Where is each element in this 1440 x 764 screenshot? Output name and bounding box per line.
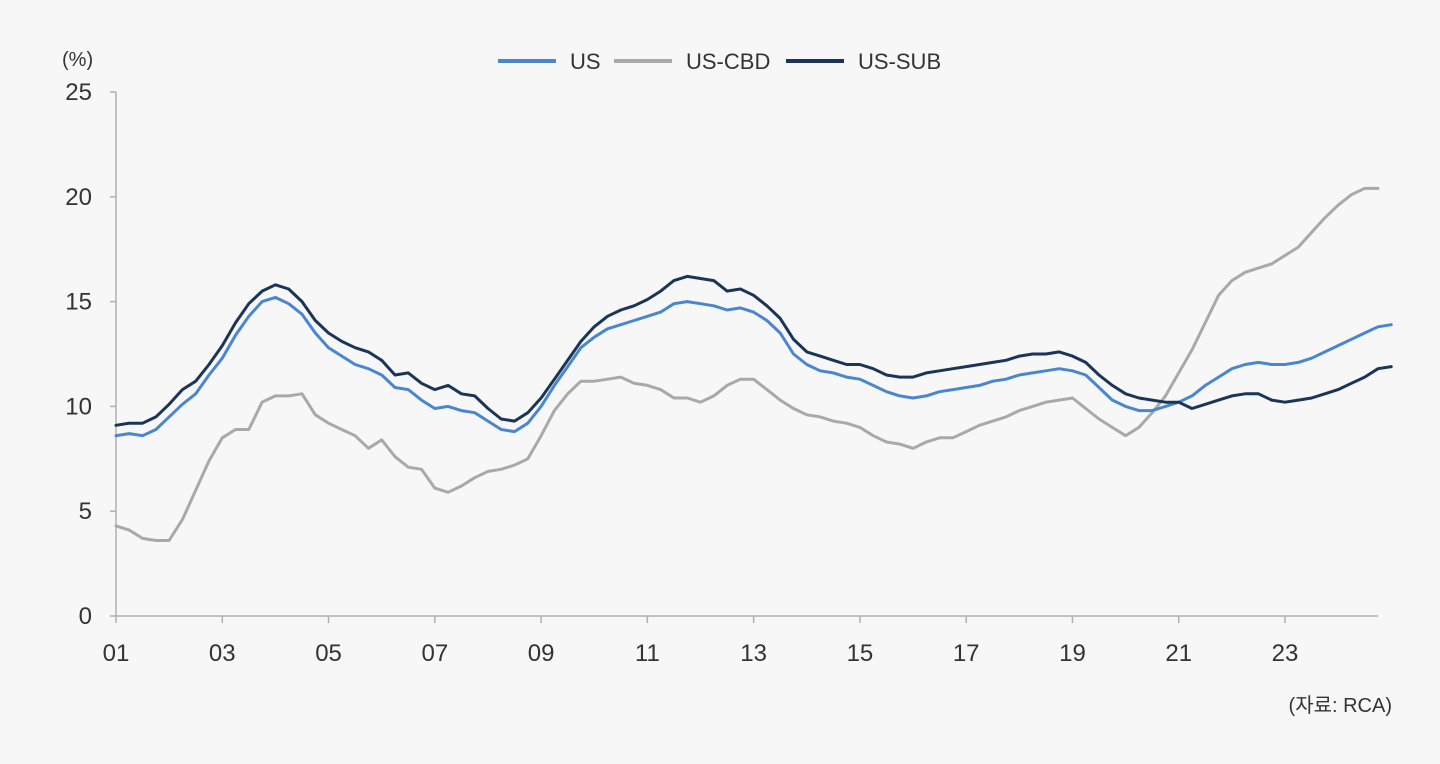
y-tick-label: 20: [65, 184, 92, 211]
x-tick-label: 23: [1272, 640, 1299, 667]
source-note: (자료: RCA): [1289, 694, 1392, 717]
legend: US US-CBD US-SUB: [498, 49, 941, 74]
x-tick-label: 21: [1165, 640, 1192, 667]
x-tick-label: 09: [528, 640, 555, 667]
x-tick-label: 19: [1059, 640, 1086, 667]
x-tick-label: 13: [740, 640, 767, 667]
y-tick-label: 5: [79, 498, 92, 525]
y-tick-label: 0: [79, 603, 92, 630]
x-axis: 01 03 05 07 09 11 13 15 17 19 21 23: [103, 615, 1378, 667]
y-unit-label: (%): [62, 49, 93, 71]
x-tick-label: 11: [635, 640, 660, 667]
x-tick-label: 01: [103, 640, 130, 667]
x-tick-label: 05: [315, 640, 342, 667]
series-layer: [114, 186, 1393, 542]
x-tick-label: 07: [421, 640, 448, 667]
y-tick-label: 15: [65, 289, 92, 316]
legend-item-us-sub: US-SUB: [786, 49, 941, 74]
series-line-us: [114, 295, 1393, 438]
series-line-us-sub: [114, 274, 1393, 427]
legend-label: US: [570, 49, 601, 74]
legend-item-us-cbd: US-CBD: [614, 49, 770, 74]
y-tick-label: 10: [65, 393, 92, 420]
y-tick-label: 25: [65, 79, 92, 106]
x-tick-label: 03: [209, 640, 236, 667]
series-line-us-cbd: [114, 186, 1380, 542]
legend-item-us: US: [498, 49, 601, 74]
y-axis: 0 5 10 15 20 25: [65, 79, 117, 630]
x-tick-label: 17: [953, 640, 980, 667]
x-tick-label: 15: [847, 640, 874, 667]
legend-label: US-SUB: [858, 49, 941, 74]
legend-label: US-CBD: [686, 49, 770, 74]
